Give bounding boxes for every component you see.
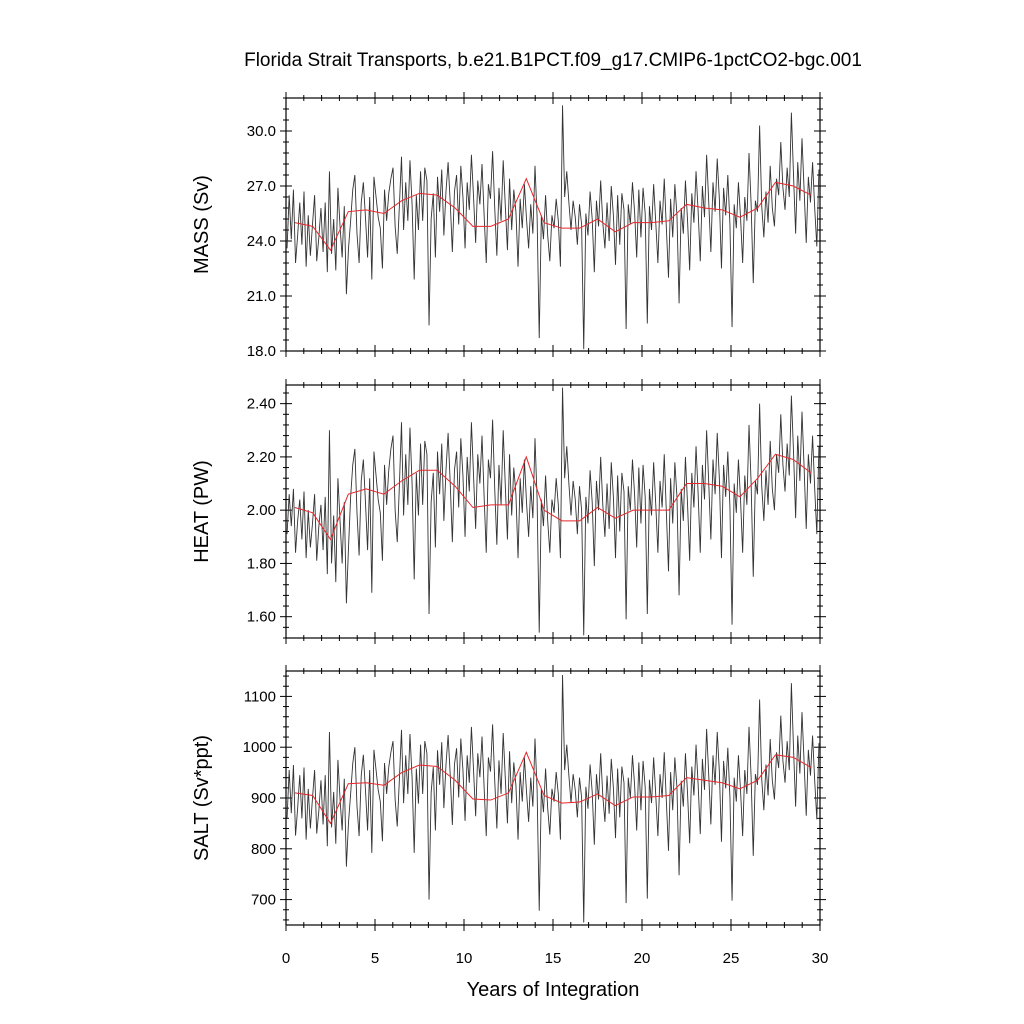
y-tick-label-heat: 2.20	[247, 449, 276, 466]
monthly-series-salt	[286, 675, 820, 923]
panel-mass: 18.0 21.0 24.0 27.0 30.0 MASS (Sv)	[191, 92, 826, 360]
panel-salt: 700 800 900 1000 1100 SALT (Sv*ppt)	[191, 665, 826, 931]
x-tick-label: 30	[812, 950, 829, 967]
y-axis-label-mass: MASS (Sv)	[191, 175, 213, 274]
annual-mean-series-salt	[294, 751, 812, 825]
y-tick-label-salt: 800	[251, 841, 276, 858]
y-tick-label-salt: 1100	[244, 688, 276, 705]
y-tick-label-heat: 1.80	[247, 555, 276, 572]
y-axis-label-heat: HEAT (PW)	[191, 460, 213, 563]
y-tick-label-salt: 700	[251, 892, 276, 909]
x-ticks-mass	[285, 92, 821, 357]
x-tick-label: 25	[723, 950, 740, 967]
x-tick-label: 0	[282, 950, 290, 967]
y-tick-label-salt: 1000	[243, 739, 276, 756]
y-tick-label-salt: 900	[251, 790, 276, 807]
x-tick-label: 15	[545, 950, 562, 967]
annual-mean-series-heat	[294, 453, 812, 541]
y-tick-label-mass: 18.0	[247, 343, 276, 360]
monthly-series-mass	[286, 105, 820, 350]
chart-title: Florida Strait Transports, b.e21.B1PCT.f…	[244, 50, 862, 71]
y-tick-label-heat: 2.00	[247, 502, 276, 519]
x-tick-label: 5	[371, 950, 379, 967]
y-ticks-mass	[280, 97, 826, 352]
panel-heat: 1.60 1.80 2.00 2.20 2.40 HEAT (PW)	[191, 379, 826, 644]
annual-mean-series-mass	[294, 177, 812, 252]
y-axis-label-salt: SALT (Sv*ppt)	[191, 735, 213, 861]
y-tick-label-mass: 30.0	[247, 123, 276, 140]
y-tick-label-heat: 2.40	[247, 396, 276, 413]
y-tick-label-mass: 27.0	[247, 178, 276, 195]
x-ticks-heat	[285, 379, 821, 644]
panels: 18.0 21.0 24.0 27.0 30.0 MASS (Sv) 1.60 1.80 2.0…	[191, 92, 828, 967]
x-ticks-salt	[285, 665, 821, 931]
monthly-series-heat	[286, 387, 820, 636]
x-tick-label: 10	[456, 950, 473, 967]
x-axis-label: Years of Integration	[467, 979, 640, 1001]
y-tick-label-mass: 21.0	[247, 288, 276, 305]
x-tick-label: 20	[634, 950, 651, 967]
y-tick-label-heat: 1.60	[247, 609, 276, 626]
y-tick-label-mass: 24.0	[247, 233, 276, 250]
